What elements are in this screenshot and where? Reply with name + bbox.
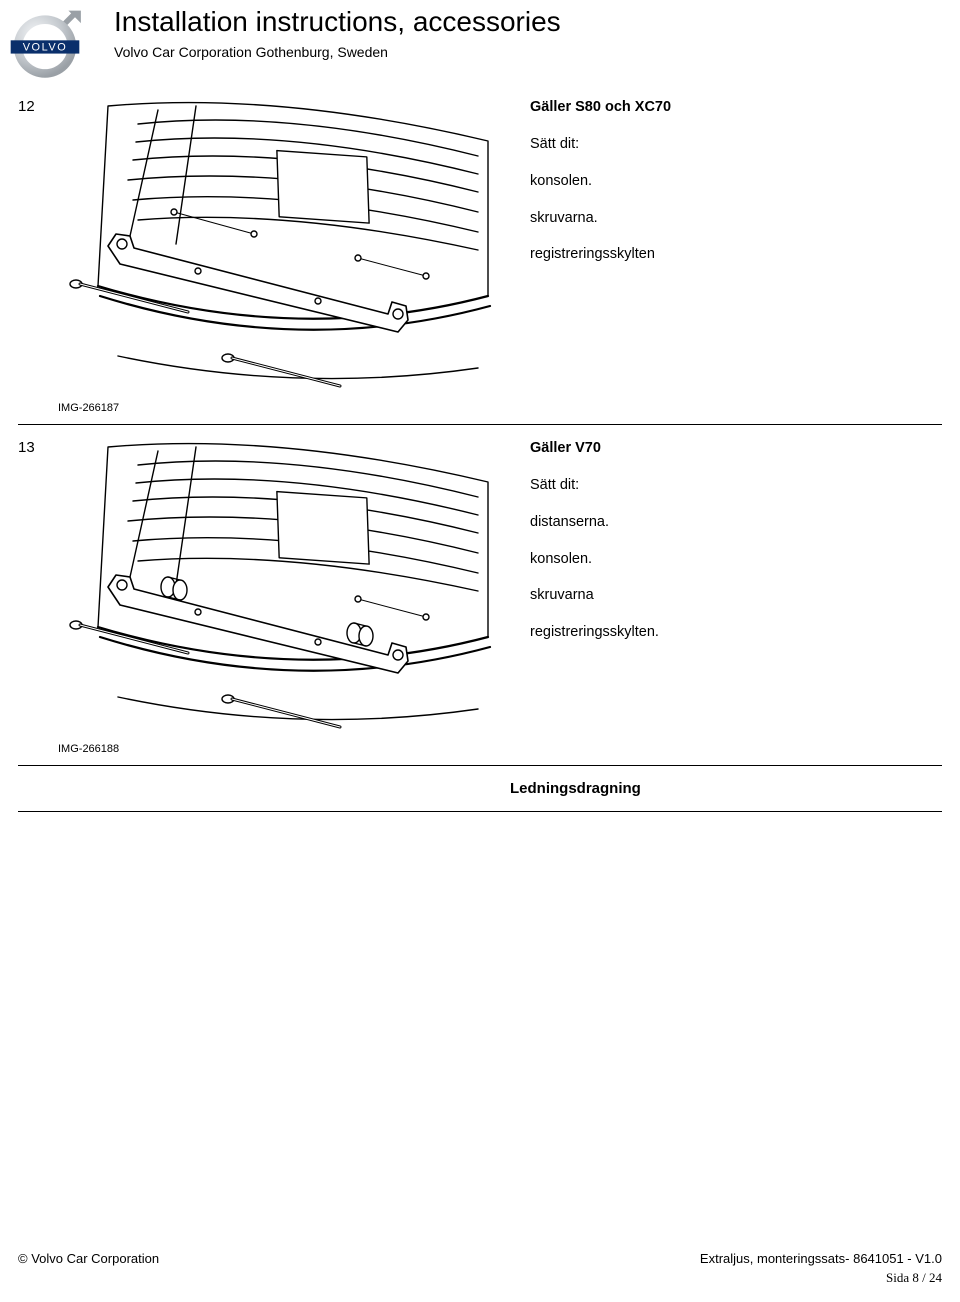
step-13-text: Gäller V70 Sätt dit: distanserna. konsol… bbox=[498, 437, 659, 660]
step-12-line: registreringsskylten bbox=[530, 245, 671, 264]
step-12-illustration bbox=[58, 96, 498, 396]
step-13-img-label: IMG-266188 bbox=[0, 737, 960, 761]
step-12-heading: Gäller S80 och XC70 bbox=[530, 98, 671, 117]
header-text-block: Installation instructions, accessories V… bbox=[84, 6, 561, 60]
step-12: 12 bbox=[0, 84, 960, 396]
step-13-illustration bbox=[58, 437, 498, 737]
document-subtitle: Volvo Car Corporation Gothenburg, Sweden bbox=[114, 44, 561, 60]
step-12-line: skruvarna. bbox=[530, 209, 671, 228]
footer-page-number: Sida 8 / 24 bbox=[886, 1270, 942, 1286]
volvo-logo: VOLVO bbox=[6, 6, 84, 84]
step-13-heading: Gäller V70 bbox=[530, 439, 659, 458]
document-title: Installation instructions, accessories bbox=[114, 6, 561, 38]
step-13-line: distanserna. bbox=[530, 513, 659, 532]
step-number: 12 bbox=[18, 96, 58, 115]
section-heading: Ledningsdragning bbox=[510, 780, 942, 797]
divider bbox=[18, 811, 942, 812]
step-13-line: Sätt dit: bbox=[530, 476, 659, 495]
step-13-line: konsolen. bbox=[530, 550, 659, 569]
step-12-text: Gäller S80 och XC70 Sätt dit: konsolen. … bbox=[498, 96, 671, 282]
step-12-line: Sätt dit: bbox=[530, 135, 671, 154]
step-12-line: konsolen. bbox=[530, 172, 671, 191]
step-13: 13 bbox=[0, 425, 960, 737]
step-13-line: skruvarna bbox=[530, 586, 659, 605]
step-13-line: registreringsskylten. bbox=[530, 623, 659, 642]
footer-doc-ref: Extraljus, monteringssats- 8641051 - V1.… bbox=[700, 1251, 942, 1266]
step-number: 13 bbox=[18, 437, 58, 456]
svg-text:VOLVO: VOLVO bbox=[23, 41, 68, 53]
footer-copyright: © Volvo Car Corporation bbox=[18, 1251, 159, 1266]
section-heading-row: Ledningsdragning bbox=[0, 766, 960, 807]
step-12-img-label: IMG-266187 bbox=[0, 396, 960, 420]
page-header: VOLVO Installation instructions, accesso… bbox=[0, 0, 960, 84]
